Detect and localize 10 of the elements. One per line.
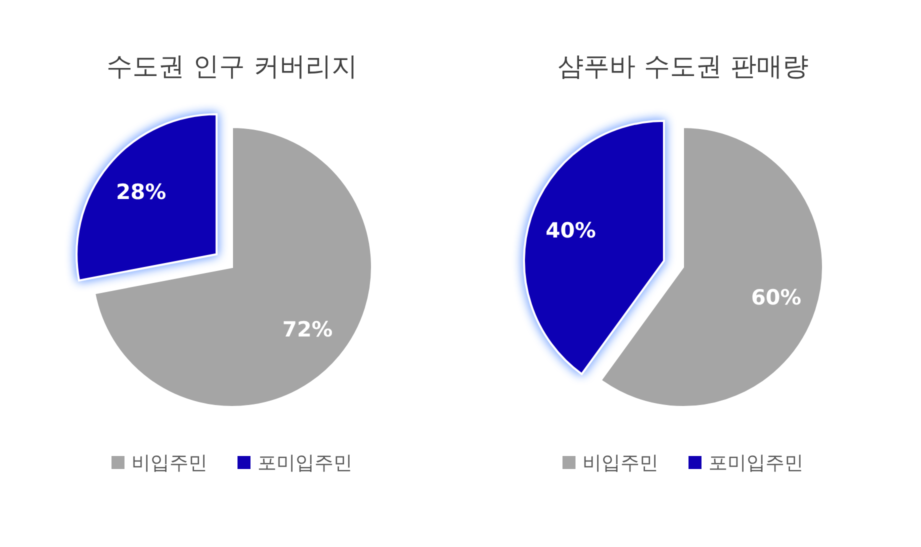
data-label: 40% [546, 218, 596, 243]
data-label: 72% [282, 317, 333, 342]
legend-label: 비입주민 [582, 452, 658, 474]
chart-title: 샴푸바 수도권 판매량 [558, 52, 808, 82]
legend-label: 포미입주민 [708, 452, 804, 474]
chart-title: 수도권 인구 커버리지 [106, 52, 358, 82]
data-label: 60% [751, 285, 802, 310]
data-label: 28% [116, 180, 166, 204]
legend-label: 포미입주민 [258, 452, 352, 474]
legend-label: 비입주민 [132, 452, 208, 474]
